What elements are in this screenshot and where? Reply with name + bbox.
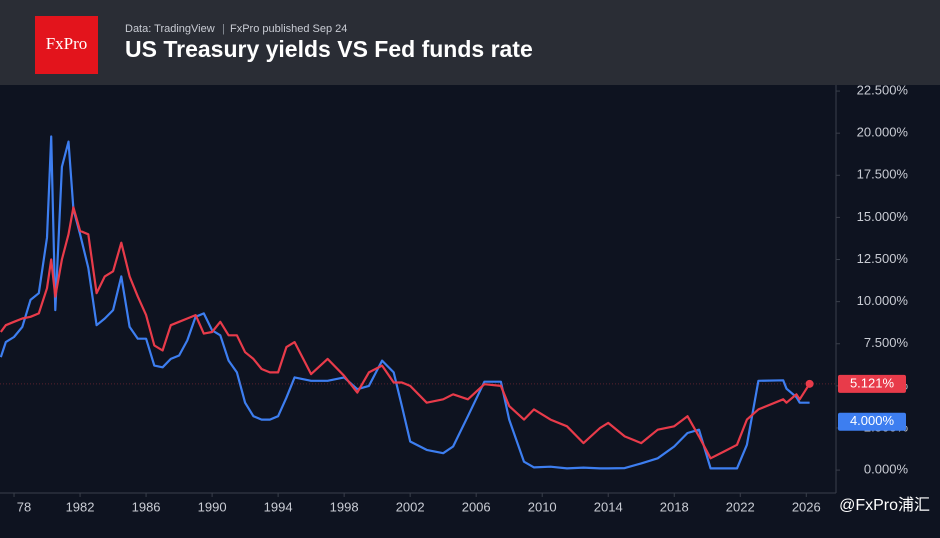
y-tick-label: 10.000% xyxy=(857,293,909,308)
x-tick-label: 1990 xyxy=(198,499,227,514)
last-point xyxy=(805,379,814,388)
last-value-label: 5.121% xyxy=(850,375,895,390)
source: Data: TradingView xyxy=(125,23,215,35)
watermark: @FxPro浦汇 xyxy=(839,496,930,514)
y-tick-label: 7.500% xyxy=(864,335,909,350)
y-tick-label: 0.000% xyxy=(864,462,909,477)
separator: | xyxy=(222,23,225,35)
last-value-label: 4.000% xyxy=(850,413,895,428)
x-tick-label: 2018 xyxy=(660,499,689,514)
y-tick-label: 12.500% xyxy=(857,251,909,266)
series-line xyxy=(0,135,810,470)
x-tick-label: 2006 xyxy=(462,499,491,514)
chart-title: US Treasury yields VS Fed funds rate xyxy=(125,36,533,62)
logo: FxPro xyxy=(46,34,88,53)
x-tick-label: 1998 xyxy=(330,499,359,514)
x-tick-label: 2026 xyxy=(792,499,821,514)
y-tick-label: 15.000% xyxy=(857,209,909,224)
x-tick-label: 1994 xyxy=(264,499,293,514)
x-tick-label: 1982 xyxy=(66,499,95,514)
header-bar xyxy=(0,0,940,85)
x-tick-label: 2002 xyxy=(396,499,425,514)
publisher: FxPro published Sep 24 xyxy=(230,23,347,35)
x-tick-label: 2014 xyxy=(594,499,623,514)
y-tick-label: 20.000% xyxy=(857,125,909,140)
last-value-box xyxy=(838,412,906,431)
y-tick-label: 17.500% xyxy=(857,167,909,182)
x-tick-label: 2022 xyxy=(726,499,755,514)
x-tick-label: 2010 xyxy=(528,499,557,514)
y-tick-label: 22.500% xyxy=(857,83,909,98)
series-line xyxy=(0,206,811,460)
last-value-box xyxy=(838,374,906,393)
x-tick-label: 78 xyxy=(17,499,31,514)
x-tick-label: 1986 xyxy=(132,499,161,514)
logo-box xyxy=(35,16,98,74)
